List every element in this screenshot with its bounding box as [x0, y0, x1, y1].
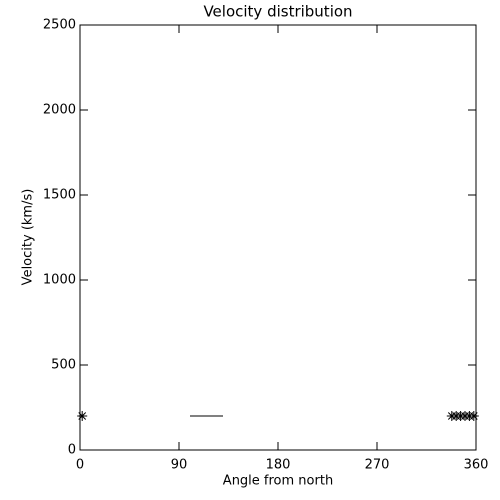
y-tick-label: 0	[68, 443, 76, 458]
asterisk-point	[77, 411, 88, 421]
x-tick-label: 0	[76, 458, 84, 473]
y-tick-label: 2500	[43, 18, 76, 33]
x-axis-label: Angle from north	[223, 474, 333, 489]
x-tick-label: 360	[464, 458, 489, 473]
asterisk-point	[468, 411, 479, 421]
x-tick-label: 180	[266, 458, 291, 473]
y-tick-label: 1500	[43, 188, 76, 203]
chart-title: Velocity distribution	[203, 3, 352, 21]
x-tick-label: 270	[365, 458, 390, 473]
plot-frame	[79, 24, 477, 451]
y-tick-label: 500	[51, 358, 76, 373]
y-tick-label: 1000	[43, 273, 76, 288]
y-tick-label: 2000	[43, 103, 76, 118]
y-axis-label: Velocity (km/s)	[21, 189, 36, 286]
x-tick-label: 90	[171, 458, 188, 473]
